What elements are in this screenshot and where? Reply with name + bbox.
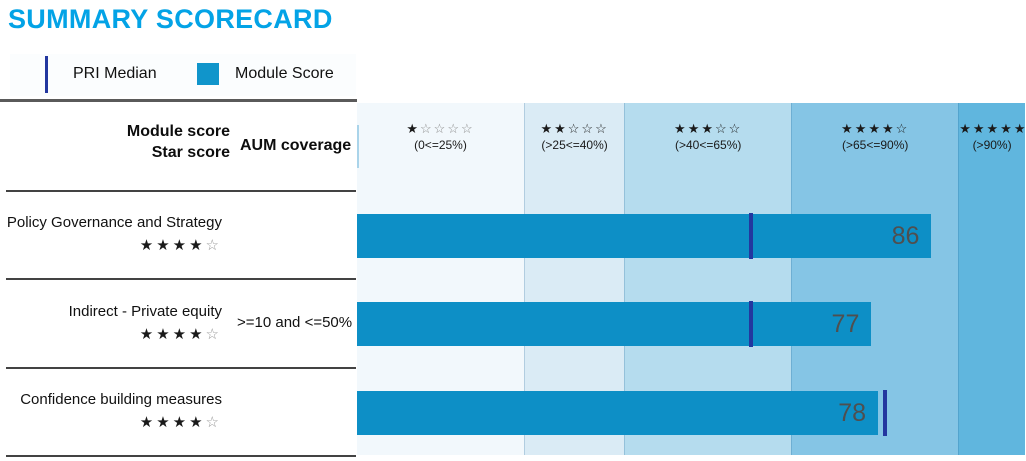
legend-label-module-score: Module Score: [235, 65, 334, 82]
row-divider: [6, 278, 356, 280]
chart-left-tick: [357, 125, 359, 168]
band-range-label: (0<=25%): [414, 138, 467, 152]
module-score-value: 78: [838, 398, 867, 427]
star-filled-icon: ★: [139, 325, 157, 343]
star-empty-icon: ☆: [728, 121, 743, 136]
column-header-star-score: Star score: [151, 144, 230, 161]
pri-median-marker: [882, 390, 887, 436]
band-range-label: (>25<=40%): [541, 138, 608, 152]
module-score-bar: 78: [357, 391, 879, 435]
row-divider: [6, 190, 356, 192]
star-empty-icon: ☆: [460, 121, 475, 136]
band-star-rating: ★★★★★: [959, 121, 1025, 136]
star-filled-icon: ★: [172, 414, 190, 431]
module-row-label: Indirect - Private equity ★★★★☆: [0, 278, 230, 367]
star-filled-icon: ★: [986, 121, 1001, 136]
module-name: Indirect - Private equity: [68, 302, 222, 320]
band-star-rating: ★★★★☆: [792, 121, 958, 136]
star-filled-icon: ★: [406, 121, 421, 136]
star-filled-icon: ★: [882, 121, 896, 136]
aum-coverage-value: >=10 and <=50%: [237, 313, 353, 331]
star-filled-icon: ★: [189, 414, 206, 431]
column-header-aum-coverage: AUM coverage: [240, 137, 352, 154]
star-filled-icon: ★: [172, 237, 190, 254]
module-row-label: Policy Governance and Strategy ★★★★☆: [0, 190, 230, 278]
star-filled-icon: ★: [868, 121, 883, 136]
page-title: SUMMARY SCORECARD: [8, 4, 333, 34]
star-empty-icon: ☆: [715, 121, 729, 136]
module-star-score: ★★★★☆: [140, 413, 222, 432]
star-filled-icon: ★: [972, 121, 987, 136]
star-empty-icon: ☆: [420, 121, 434, 136]
module-row-label: Confidence building measures ★★★★☆: [0, 367, 230, 455]
star-filled-icon: ★: [540, 121, 555, 136]
module-score-swatch: [197, 63, 219, 85]
star-filled-icon: ★: [841, 121, 855, 136]
star-empty-icon: ☆: [433, 121, 448, 136]
legend-label-pri-median: PRI Median: [73, 65, 157, 82]
module-score-value: 86: [891, 221, 920, 250]
star-filled-icon: ★: [959, 121, 973, 136]
star-empty-icon: ☆: [581, 121, 596, 136]
star-filled-icon: ★: [139, 237, 157, 254]
pri-median-marker: [749, 301, 754, 347]
star-filled-icon: ★: [189, 325, 206, 343]
star-empty-icon: ☆: [205, 237, 222, 254]
column-header-module-score: Module score: [126, 123, 230, 140]
star-empty-icon: ☆: [895, 121, 910, 136]
legend: PRI Median Module Score: [10, 54, 356, 96]
module-score-bar: 77: [357, 302, 872, 346]
band-range-label: (>40<=65%): [674, 138, 742, 152]
star-filled-icon: ★: [701, 121, 716, 136]
band-range-label: (>90%): [972, 138, 1012, 152]
star-filled-icon: ★: [156, 414, 173, 431]
star-filled-icon: ★: [554, 121, 568, 136]
row-divider: [6, 455, 356, 457]
star-empty-icon: ☆: [205, 414, 222, 431]
star-empty-icon: ☆: [567, 121, 582, 136]
band-star-rating: ★☆☆☆☆: [357, 121, 524, 136]
star-filled-icon: ★: [687, 121, 702, 136]
star-filled-icon: ★: [189, 237, 206, 254]
band-star-rating: ★★☆☆☆: [525, 121, 624, 136]
row-divider: [6, 367, 356, 369]
module-score-bar: 86: [357, 214, 932, 258]
star-empty-icon: ☆: [205, 325, 222, 343]
band-star-rating: ★★★☆☆: [625, 121, 791, 136]
star-empty-icon: ☆: [595, 121, 609, 136]
star-filled-icon: ★: [854, 121, 869, 136]
star-filled-icon: ★: [674, 121, 688, 136]
module-star-score: ★★★★☆: [140, 325, 222, 344]
module-star-score: ★★★★☆: [140, 236, 222, 255]
star-empty-icon: ☆: [447, 121, 461, 136]
star-band-5: ★★★★★ (>90%): [958, 103, 1026, 455]
divider-under-legend: [0, 99, 357, 102]
band-range-label: (>65<=90%): [841, 138, 909, 152]
module-name: Confidence building measures: [20, 391, 222, 408]
star-filled-icon: ★: [156, 325, 173, 343]
pri-median-line-swatch: [45, 56, 48, 93]
star-filled-icon: ★: [139, 414, 157, 431]
module-name: Policy Governance and Strategy: [6, 214, 222, 231]
column-header-module-star-score: Module score Star score: [30, 121, 230, 163]
star-filled-icon: ★: [156, 237, 173, 254]
star-filled-icon: ★: [1013, 121, 1026, 136]
star-filled-icon: ★: [172, 325, 190, 343]
star-filled-icon: ★: [1000, 121, 1014, 136]
pri-median-marker: [749, 213, 754, 259]
module-score-value: 77: [831, 309, 860, 338]
